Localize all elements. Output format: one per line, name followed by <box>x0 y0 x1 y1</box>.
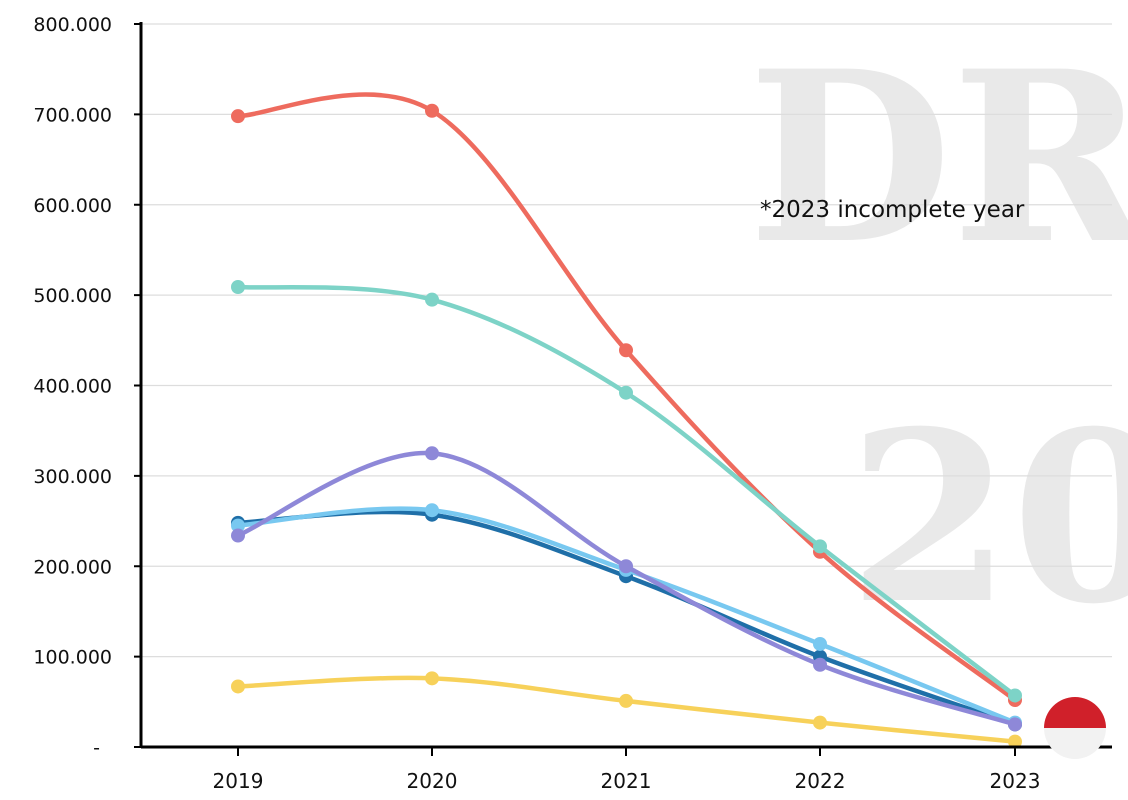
data-point <box>231 109 245 124</box>
y-tick-label: 600.000 <box>33 195 112 217</box>
grid-lines <box>141 23 1112 658</box>
data-point <box>425 671 439 686</box>
series-lines <box>231 92 1022 749</box>
x-axis-ticks: 2019 2020 2021 2022 2023 <box>213 747 1041 793</box>
y-tick-label: 200.000 <box>33 556 112 578</box>
x-tick-label: 2019 <box>213 769 264 793</box>
y-tick-label: 700.000 <box>33 104 112 126</box>
data-point <box>619 559 633 574</box>
data-point <box>425 503 439 518</box>
data-point <box>813 657 827 672</box>
data-point <box>619 385 633 400</box>
annotation-incomplete-year: *2023 incomplete year <box>760 197 1025 223</box>
data-point <box>619 693 633 708</box>
data-point <box>813 715 827 730</box>
data-point <box>231 518 245 533</box>
y-tick-label: - <box>93 737 100 759</box>
y-axis-ticks: - 100.000 200.000 300.000 400.000 500.000 600.… <box>33 14 141 759</box>
watermark-line1: DR <box>748 20 1128 296</box>
data-point <box>619 343 633 358</box>
y-tick-label: 300.000 <box>33 466 112 488</box>
data-point <box>813 539 827 554</box>
series-5 <box>231 446 1022 732</box>
data-point <box>231 528 245 543</box>
watermark-line2: 20 <box>848 380 1128 656</box>
x-tick-label: 2021 <box>601 769 652 793</box>
y-tick-label: 500.000 <box>33 285 112 307</box>
data-point <box>1008 688 1022 703</box>
data-point <box>231 679 245 694</box>
series-line <box>235 675 1018 744</box>
x-tick-label: 2023 <box>990 769 1041 793</box>
data-point <box>1008 734 1022 749</box>
y-tick-label: 100.000 <box>33 647 112 669</box>
indonesia-flag-icon <box>1044 697 1106 759</box>
y-tick-label: 400.000 <box>33 376 112 398</box>
data-point <box>813 636 827 651</box>
data-point <box>425 292 439 307</box>
data-point <box>1008 717 1022 732</box>
series-6 <box>231 671 1022 749</box>
x-tick-label: 2022 <box>795 769 846 793</box>
series-2 <box>231 279 1022 703</box>
data-point <box>231 279 245 294</box>
data-point <box>425 103 439 118</box>
data-point <box>425 446 439 461</box>
watermark: DR 20 <box>748 20 1128 656</box>
x-tick-label: 2020 <box>407 769 458 793</box>
y-tick-label: 800.000 <box>33 14 112 36</box>
